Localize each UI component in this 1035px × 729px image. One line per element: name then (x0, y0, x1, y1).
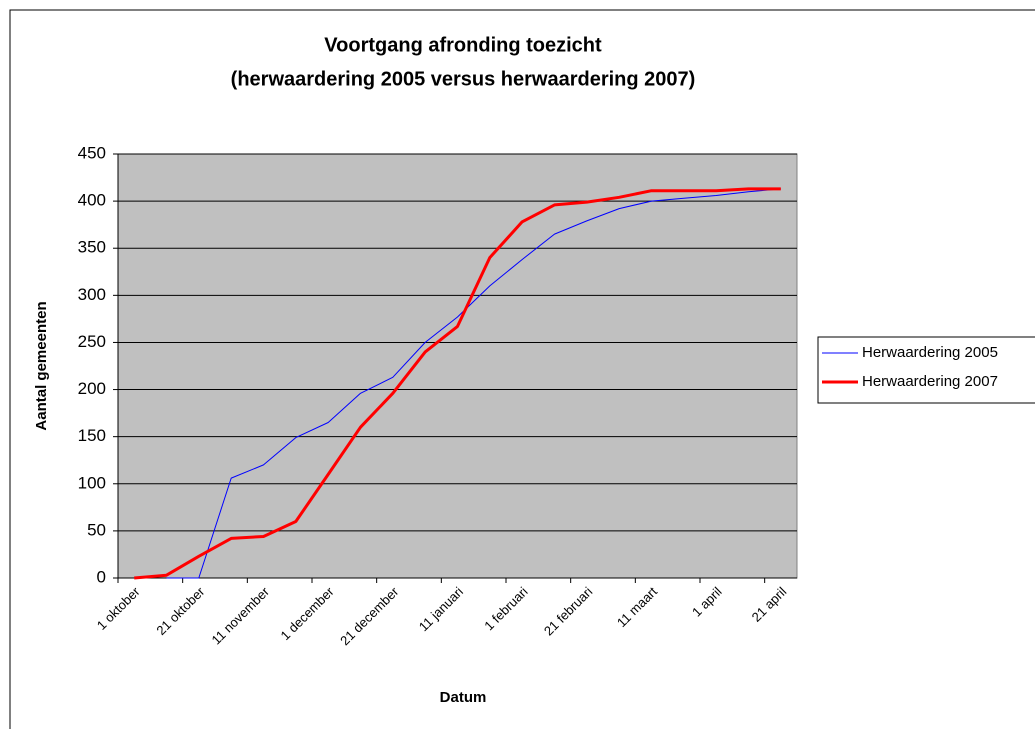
y-tick-label: 300 (78, 285, 106, 304)
x-tick-label: 11 januari (416, 584, 466, 634)
y-tick-label: 150 (78, 426, 106, 445)
chart-title: Voortgang afronding toezicht (324, 34, 602, 56)
y-tick-label: 400 (78, 191, 106, 210)
y-tick-label: 450 (78, 143, 106, 162)
y-tick-label: 50 (87, 520, 106, 539)
chart-border (9, 9, 1035, 729)
x-tick-label: 1 april (689, 584, 725, 620)
series-line (134, 187, 781, 580)
legend-label: Herwaardering 2005 (862, 344, 998, 361)
x-tick-label: 1 oktober (94, 583, 143, 632)
y-tick-label: 350 (78, 238, 106, 257)
legend (817, 336, 1035, 404)
x-tick-label: 21 februari (541, 584, 596, 639)
x-tick-label: 1 februari (481, 584, 531, 634)
y-tick-label: 100 (78, 473, 106, 492)
x-tick-label: 11 maart (614, 584, 660, 630)
y-tick-label: 250 (78, 332, 106, 351)
x-tick-label: 21 april (749, 584, 790, 625)
y-axis-label: Aantal gemeenten (33, 301, 50, 430)
x-axis-label: Datum (440, 689, 487, 706)
y-tick-label: 0 (97, 567, 106, 586)
x-tick-label: 1 december (278, 583, 338, 643)
chart-subtitle: (herwaardering 2005 versus herwaardering… (231, 68, 696, 90)
x-tick-label: 11 november (208, 583, 272, 647)
y-tick-label: 200 (78, 379, 106, 398)
legend-label: Herwaardering 2007 (862, 373, 998, 390)
series-line (166, 188, 781, 579)
x-tick-label: 21 oktober (153, 583, 208, 638)
x-tick-label: 21 december (337, 583, 402, 648)
